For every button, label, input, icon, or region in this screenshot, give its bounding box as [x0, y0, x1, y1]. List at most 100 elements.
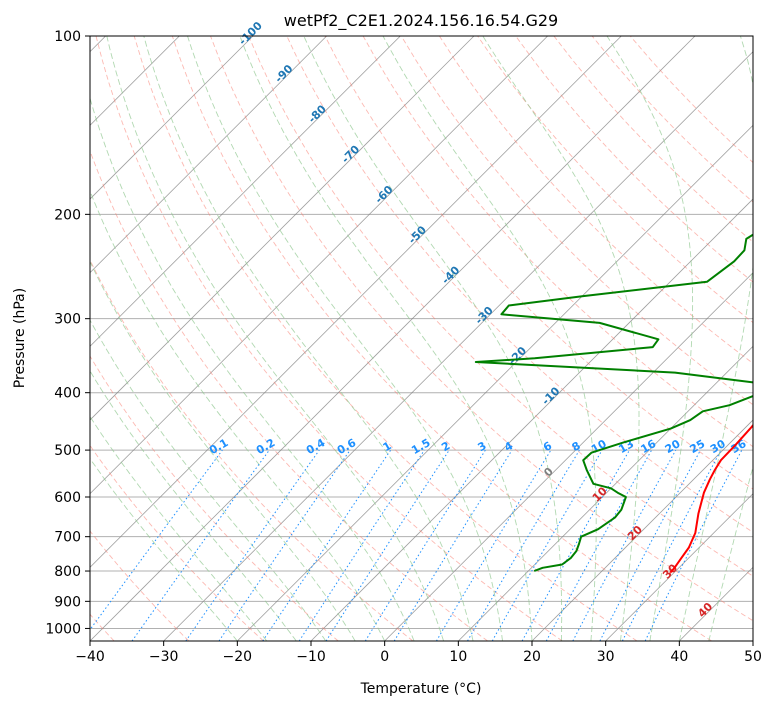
isotherm-line — [163, 51, 753, 641]
mixing-ratio-line — [572, 449, 677, 641]
plot-frame — [89, 35, 754, 642]
isotherm-line — [90, 36, 696, 641]
dry-adiabat-line — [324, 36, 753, 490]
mixing-ratio-line — [90, 449, 223, 631]
x-tick-label: 30 — [597, 649, 615, 665]
mixing-ratio-label: 3 — [475, 439, 488, 454]
isotherm-line — [384, 272, 753, 641]
dry-adiabat-line — [400, 36, 753, 406]
dry-adiabat-label: -80 — [306, 102, 329, 125]
moist-adiabat-line — [90, 319, 327, 641]
moist-adiabat-label: 40 — [695, 600, 715, 620]
dry-adiabat-label: -50 — [406, 223, 429, 246]
dewpoint-profile-line — [474, 233, 753, 572]
mixing-ratio-label: 0.1 — [207, 436, 230, 457]
dry-adiabat-line — [171, 36, 712, 641]
mixing-ratio-label: 30 — [708, 437, 728, 456]
moist-adiabat-line — [239, 36, 533, 641]
mixing-ratio-line — [218, 449, 351, 641]
moist-adiabat-line — [90, 189, 386, 641]
mixing-ratio-line — [298, 449, 425, 641]
mixing-ratio-line — [185, 449, 320, 641]
isotherm-line — [90, 36, 475, 421]
moist-adiabat-line — [90, 370, 297, 641]
dry-adiabat-line — [210, 36, 753, 622]
isotherm-line — [679, 566, 753, 641]
moist-adiabat-line — [90, 96, 415, 641]
mixing-ratio-label: 6 — [541, 439, 554, 454]
dry-adiabat-line — [90, 149, 488, 641]
y-axis-label: Pressure (hPa) — [12, 288, 28, 388]
x-tick-label: −20 — [223, 649, 253, 665]
mixing-ratio-line — [644, 449, 743, 641]
isotherm-line — [90, 36, 254, 200]
moist-adiabat-line — [90, 457, 238, 641]
temperature-profile-line — [669, 423, 753, 574]
x-tick-label: 40 — [670, 649, 688, 665]
background-lines — [90, 36, 753, 641]
isotherm-line — [90, 36, 548, 495]
mixing-ratio-line — [545, 449, 653, 641]
series-lines — [474, 233, 753, 574]
moist-adiabat-line — [606, 36, 694, 641]
dry-adiabat-line — [591, 36, 753, 203]
y-tick-label: 300 — [54, 312, 81, 328]
isotherm-line — [458, 345, 753, 641]
mixing-ratio-label: 16 — [639, 437, 659, 456]
mixing-ratio-line — [393, 449, 513, 641]
isotherm-line — [90, 36, 401, 347]
mixing-ratio-label: 2 — [439, 439, 452, 454]
dry-adiabat-line — [439, 36, 753, 364]
moist-adiabat-line — [106, 36, 445, 641]
moist-adiabat-line — [90, 415, 268, 641]
mixing-ratio-label: 1.5 — [409, 436, 432, 457]
x-tick-label: −40 — [75, 649, 105, 665]
moist-adiabat-line — [678, 36, 753, 641]
dry-adiabat-line — [90, 444, 264, 641]
dry-adiabat-line — [95, 36, 563, 641]
y-tick-label: 200 — [54, 207, 81, 223]
dry-adiabat-label: -100 — [236, 19, 265, 48]
x-tick-label: 10 — [449, 649, 467, 665]
dry-adiabat-label: -10 — [539, 384, 562, 407]
y-axis: 100 200 300 400 500 600 700 800 900 1000 — [45, 29, 90, 637]
moist-adiabat-line — [90, 260, 356, 641]
isotherm-line — [605, 493, 753, 641]
mixing-ratio-line — [131, 449, 270, 641]
mixing-ratio-label: 20 — [663, 437, 683, 456]
dry-adiabat-line — [90, 355, 339, 641]
mixing-ratio-line — [325, 449, 450, 641]
isotherm-line — [90, 36, 327, 274]
dry-adiabat-line — [248, 36, 753, 577]
mixing-ratio-line — [435, 449, 552, 641]
moist-adiabat-line — [482, 36, 640, 641]
x-tick-label: 50 — [744, 649, 762, 665]
mixing-ratio-label: 0.6 — [335, 436, 359, 457]
mixing-ratio-label: 8 — [570, 439, 583, 454]
dry-adiabat-label: -60 — [372, 183, 395, 206]
mixing-ratio-label: 25 — [688, 437, 708, 456]
isotherm-line — [237, 124, 753, 641]
y-tick-label: 100 — [54, 29, 81, 45]
dry-adiabat-line — [133, 36, 638, 641]
mixing-ratio-line — [262, 449, 392, 641]
x-tick-label: −10 — [296, 649, 326, 665]
y-tick-label: 500 — [54, 443, 81, 459]
x-axis: −40 −30 −20 −10 0 10 20 30 40 50 — [75, 641, 762, 665]
y-tick-label: 800 — [54, 564, 81, 580]
dry-adiabat-line — [515, 36, 753, 283]
moist-adiabat-label: 20 — [625, 523, 645, 543]
dry-adiabat-line — [362, 36, 753, 448]
x-tick-label: 20 — [523, 649, 541, 665]
dry-adiabat-line — [90, 530, 190, 641]
x-tick-label: 0 — [380, 649, 389, 665]
y-tick-label: 900 — [54, 594, 81, 610]
y-tick-label: 600 — [54, 490, 81, 506]
dry-adiabat-line — [90, 258, 414, 641]
moist-adiabat-line — [143, 36, 474, 641]
x-tick-label: −30 — [149, 649, 179, 665]
chart-title: wetPf2_C2E1.2024.156.16.54.G29 — [284, 11, 558, 31]
dry-adiabat-label: -70 — [339, 143, 362, 166]
